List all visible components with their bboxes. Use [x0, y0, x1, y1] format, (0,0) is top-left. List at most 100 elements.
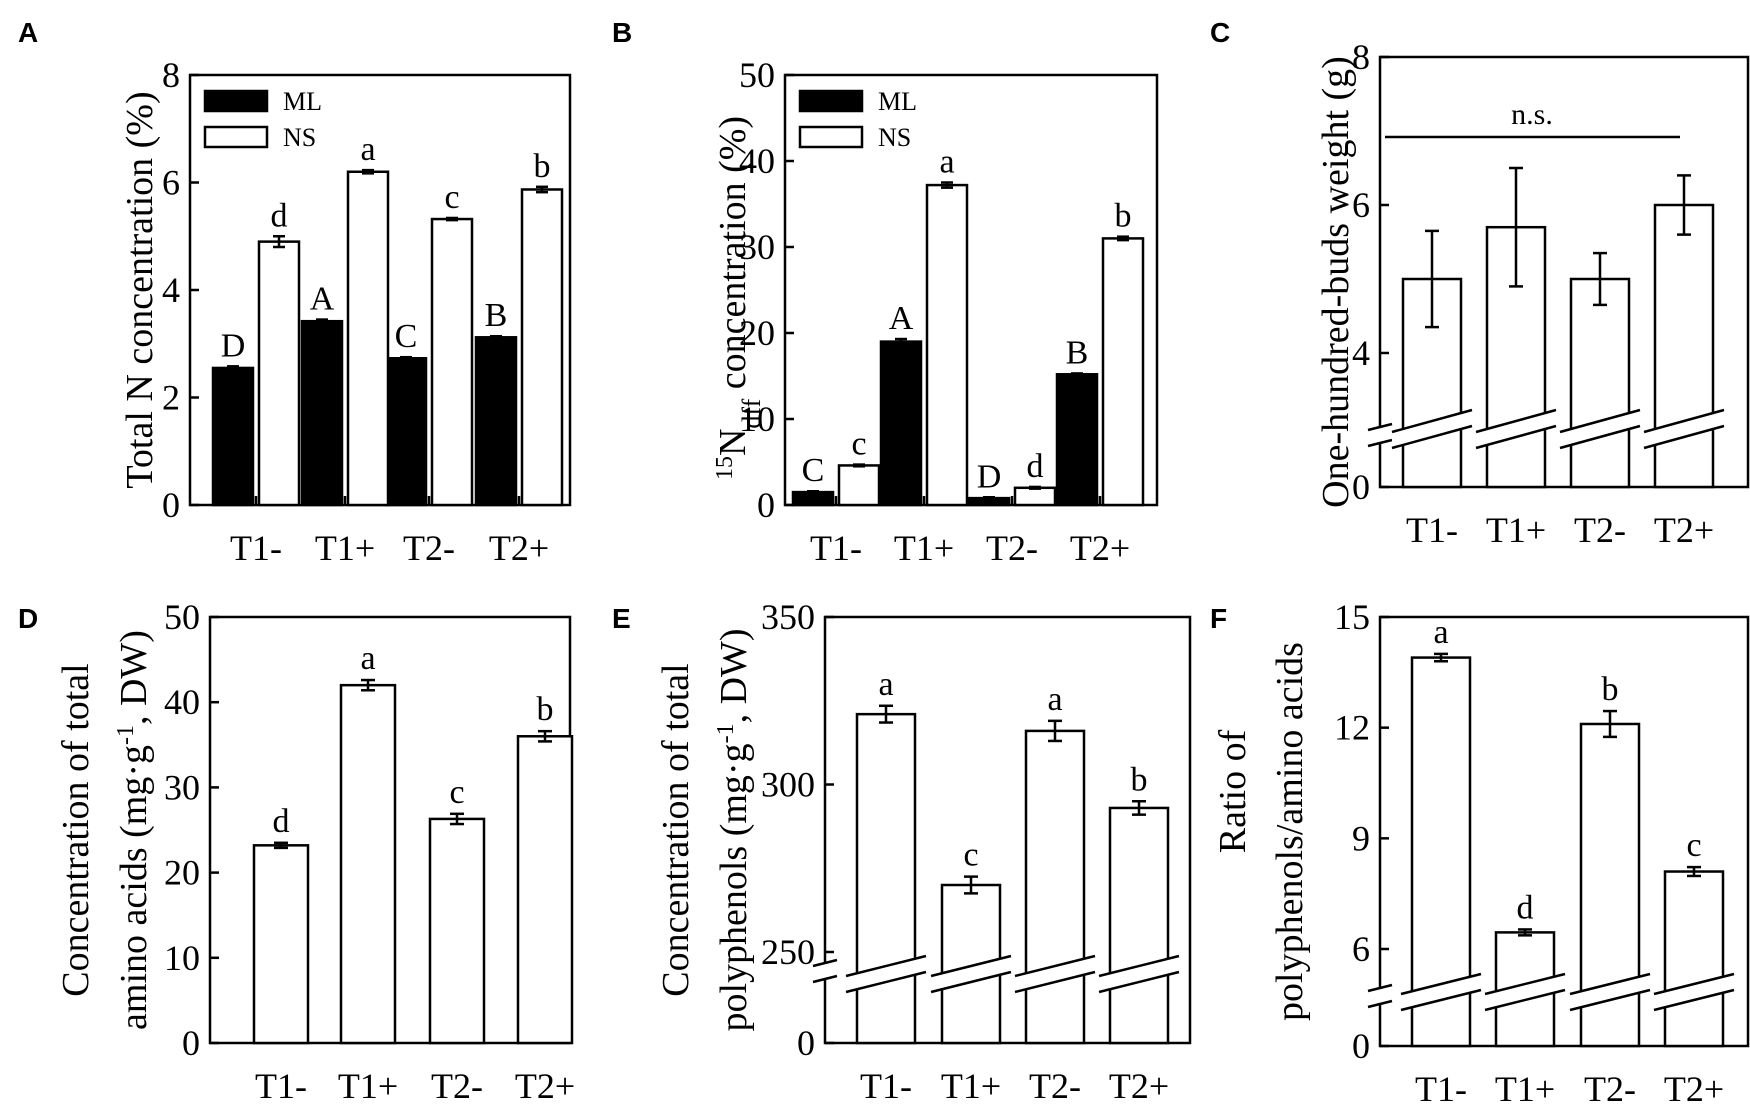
significance-letter: d: [1517, 889, 1534, 926]
plot-frame: [1378, 615, 1750, 1048]
x-tick-label: T2+: [1109, 1066, 1169, 1106]
x-tick-label: T1-: [810, 528, 862, 568]
axis-break-gap: [1392, 410, 1472, 448]
axis-break-gap: [1654, 974, 1734, 1010]
bar: [474, 336, 518, 507]
y-axis-label: 15Ndff concentration (%): [712, 116, 766, 480]
bar: [516, 735, 574, 1045]
x-tick-label: T2-: [431, 1066, 483, 1106]
y-axis-label-line1: Concentration of total: [55, 663, 97, 996]
axis-break-line: [1475, 408, 1557, 434]
significance-letter: A: [889, 300, 914, 337]
x-tick-label: T1+: [1495, 1069, 1555, 1109]
significance-letter: C: [802, 452, 825, 489]
axis-break-gap: [1401, 974, 1481, 1010]
y-tick-label: 300: [761, 765, 815, 805]
axis-break-line: [1484, 988, 1566, 1012]
axis-break-gap: [1099, 956, 1179, 992]
y-tick-label: 8: [162, 55, 180, 95]
bar: [257, 240, 301, 507]
legend-swatch: [203, 125, 269, 149]
axis-break-line: [1391, 408, 1473, 434]
panel-label-c: C: [1210, 17, 1230, 48]
significance-letter: C: [395, 318, 418, 355]
y-tick-label: 2: [162, 378, 180, 418]
chart-panel-d: T1- T1+ T2- T2+ d a c b 0 10 20 30 40 50 Concentration…: [55, 597, 575, 1106]
bar: [1108, 806, 1170, 1045]
y-tick-label: 8: [1352, 37, 1370, 77]
significance-letter: a: [360, 131, 375, 168]
y-tick-label: 50: [739, 55, 775, 95]
axis-break-line: [1367, 438, 1393, 448]
legend-label: ML: [878, 87, 917, 116]
y-tick-label: 0: [1352, 467, 1370, 507]
x-tick-label: T1-: [1406, 510, 1458, 550]
axis-break-line: [1367, 999, 1393, 1009]
bar: [300, 319, 344, 507]
bar: [428, 817, 486, 1045]
axis-break-line: [812, 958, 838, 968]
significance-letter: a: [360, 640, 375, 677]
axis-break-line: [1014, 954, 1096, 978]
x-tick-label: T2+: [515, 1066, 575, 1106]
significance-letter: a: [1047, 681, 1062, 718]
axis-break-line: [1559, 424, 1641, 450]
y-tick-label: 20: [164, 853, 200, 893]
chart-panel-b: 0 10 20 30 40 50 T1- T1+ T2- T2+ C A D Bc a d b ML NS 15Ndf…: [712, 55, 1159, 568]
x-tick-label: T1+: [894, 528, 954, 568]
axis-break-line: [1569, 988, 1651, 1012]
axis-break-gap: [1570, 974, 1650, 1010]
x-tick-label: T1-: [1415, 1069, 1467, 1109]
axis-break-line: [930, 970, 1012, 994]
axis-break-line: [1643, 408, 1725, 434]
y-tick-label: 0: [1352, 1026, 1370, 1066]
axis-break-line: [812, 974, 838, 984]
axis-break-line: [1367, 983, 1393, 993]
y-tick-label: 12: [1334, 708, 1370, 748]
x-tick-label: T1-: [860, 1066, 912, 1106]
axis-break-line: [1559, 408, 1641, 434]
bar: [855, 712, 917, 1045]
y-tick-label: 6: [1352, 929, 1370, 969]
significance-letter: c: [444, 179, 459, 216]
y-tick-label: 6: [162, 163, 180, 203]
y-tick-label: 30: [164, 767, 200, 807]
y-tick-label: 40: [739, 141, 775, 181]
axis-break-gap: [931, 956, 1011, 992]
panel-label-a: A: [18, 17, 38, 48]
y-axis-label-line1: Concentration of total: [655, 663, 697, 996]
legend-label: ML: [283, 87, 322, 116]
x-tick-label: T1+: [315, 528, 375, 568]
bar: [1569, 277, 1631, 489]
bar: [211, 366, 255, 507]
bar: [430, 217, 474, 507]
axis-break-line: [1643, 424, 1725, 450]
axis-break-gap: [1485, 974, 1565, 1010]
y-tick-label: 0: [162, 485, 180, 525]
axis-break-line: [1653, 988, 1735, 1012]
bar: [252, 844, 310, 1045]
axis-break-line: [930, 954, 1012, 978]
axis-break-gap: [846, 956, 926, 992]
significance-letter: D: [977, 458, 1002, 495]
axis-break-gap: [1015, 956, 1095, 992]
significance-letter: B: [485, 297, 508, 334]
bar: [1653, 203, 1715, 489]
axis-break-line: [1653, 972, 1735, 996]
y-tick-label: 40: [164, 682, 200, 722]
x-tick-label: T2-: [1584, 1069, 1636, 1109]
ns-annotation: n.s.: [1511, 98, 1553, 131]
x-tick-label: T1+: [941, 1066, 1001, 1106]
x-tick-label: T1+: [338, 1066, 398, 1106]
y-tick-label: 4: [162, 270, 180, 310]
y-tick-label: 9: [1352, 818, 1370, 858]
bar: [879, 340, 923, 507]
y-tick-label: 10: [739, 399, 775, 439]
bar: [1055, 373, 1099, 507]
significance-letter: b: [1131, 761, 1148, 798]
x-tick-label: T2-: [403, 528, 455, 568]
legend-swatch: [798, 89, 864, 113]
axis-break-line: [1014, 970, 1096, 994]
panel-label-e: E: [612, 603, 631, 634]
